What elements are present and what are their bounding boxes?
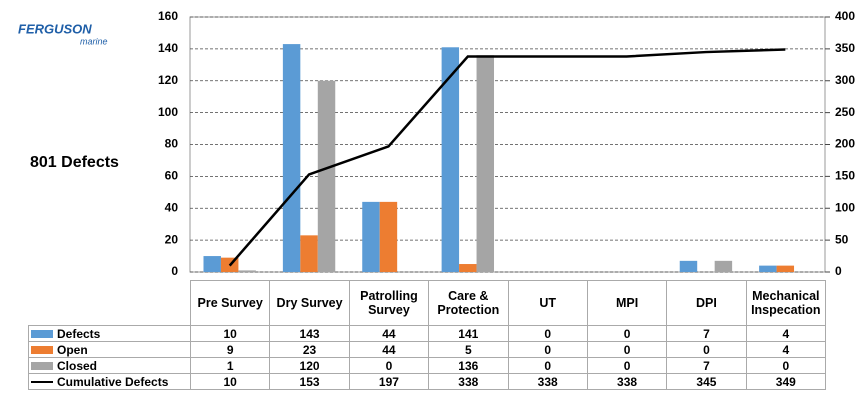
y2-tick-label: 200	[835, 137, 855, 151]
value-cell: 0	[586, 357, 668, 374]
value-cell: 153	[269, 373, 350, 390]
value-cell: 0	[507, 341, 588, 358]
legend-swatch	[31, 362, 53, 371]
value-cell: 44	[348, 341, 430, 358]
y-tick-label: 60	[165, 169, 179, 183]
category-label: Care & Protection	[428, 280, 509, 326]
category-label: DPI	[666, 280, 747, 326]
y2-tick-label: 300	[835, 73, 855, 87]
bar	[679, 260, 698, 272]
value-cell: 0	[586, 341, 668, 358]
value-cell: 4	[745, 325, 827, 342]
legend-cell: Open	[28, 341, 191, 358]
legend-label: Closed	[57, 358, 98, 373]
bar	[759, 265, 777, 272]
y-tick-label: 80	[165, 137, 179, 151]
data-table: Pre Survey Dry Survey Patrolling Survey Car…	[28, 280, 827, 390]
bar	[476, 55, 495, 272]
value-cell: 0	[507, 325, 588, 342]
value-cell: 338	[428, 373, 509, 390]
y-tick-label: 0	[171, 264, 178, 278]
value-cell: 143	[269, 325, 350, 342]
value-cell: 9	[189, 341, 271, 358]
logo-name: FERGUSON	[18, 21, 92, 36]
logo-sub: marine	[80, 36, 108, 46]
value-cell: 141	[428, 325, 509, 342]
y2-tick-label: 350	[835, 41, 855, 55]
data-row: Cumulative Defects 10 153 197 338 338 338 345 34…	[28, 373, 827, 390]
legend-swatch	[31, 381, 53, 384]
value-cell: 349	[745, 373, 827, 390]
value-cell: 345	[666, 373, 747, 390]
category-label: UT	[507, 280, 588, 326]
legend-swatch	[31, 330, 53, 339]
legend-label: Defects	[57, 326, 101, 341]
line	[228, 48, 786, 267]
value-cell: 7	[666, 325, 747, 342]
value-cell: 0	[586, 325, 668, 342]
value-cell: 10	[189, 373, 271, 390]
data-row: Open 9 23 44 5 0 0 0 4	[28, 341, 827, 358]
category-label: MPI	[586, 280, 668, 326]
annotation: 801 Defects	[30, 154, 119, 171]
value-cell: 120	[269, 357, 350, 374]
y2-tick-label: 50	[835, 232, 849, 246]
bar	[238, 270, 256, 272]
y2-tick-label: 150	[835, 169, 855, 183]
value-cell: 7	[666, 357, 747, 374]
bar	[362, 201, 380, 272]
legend-label: Open	[57, 342, 88, 357]
y-tick-label: 20	[165, 232, 179, 246]
value-cell: 44	[348, 325, 430, 342]
value-cell: 1	[189, 357, 271, 374]
value-cell: 0	[348, 357, 430, 374]
bar	[203, 256, 221, 272]
category-label: Mechanical Inspecation	[745, 280, 827, 326]
bar	[459, 264, 477, 272]
category-label: Patrolling Survey	[348, 280, 430, 326]
bar	[317, 80, 336, 272]
bar	[776, 265, 795, 272]
legend-swatch	[31, 346, 53, 355]
value-cell: 5	[428, 341, 509, 358]
bar	[714, 260, 733, 272]
y-tick-label: 160	[158, 9, 178, 23]
legend-cell: Cumulative Defects	[28, 373, 191, 390]
value-cell: 136	[428, 357, 509, 374]
value-cell: 338	[507, 373, 588, 390]
y-tick-label: 40	[165, 200, 179, 214]
value-cell: 23	[269, 341, 350, 358]
y-tick-label: 100	[158, 105, 178, 119]
header-row: Pre Survey Dry Survey Patrolling Survey Car…	[29, 280, 827, 326]
bar	[282, 44, 301, 272]
value-cell: 4	[745, 341, 827, 358]
value-cell: 338	[586, 373, 668, 390]
category-label: Dry Survey	[269, 280, 350, 326]
bar	[300, 235, 318, 272]
bar	[379, 201, 398, 272]
legend-cell: Closed	[28, 357, 191, 374]
value-cell: 0	[745, 357, 827, 374]
category-label: Pre Survey	[189, 280, 271, 326]
y2-tick-label: 0	[835, 264, 842, 278]
y-tick-label: 120	[158, 73, 178, 87]
value-cell: 197	[348, 373, 430, 390]
corner-cell	[29, 281, 191, 326]
value-cell: 0	[507, 357, 588, 374]
y2-tick-label: 250	[835, 105, 855, 119]
value-cell: 10	[189, 325, 271, 342]
y2-tick-label: 100	[835, 200, 855, 214]
y-tick-label: 140	[158, 41, 178, 55]
value-cell: 0	[666, 341, 747, 358]
legend-cell: Defects	[28, 325, 191, 342]
legend-label: Cumulative Defects	[57, 374, 169, 389]
data-row: Defects 10 143 44 141 0 0 7 4	[28, 325, 827, 342]
data-row: Closed 1 120 0 136 0 0 7 0	[28, 357, 827, 374]
y2-tick-label: 400	[835, 9, 855, 23]
bar	[441, 47, 460, 272]
